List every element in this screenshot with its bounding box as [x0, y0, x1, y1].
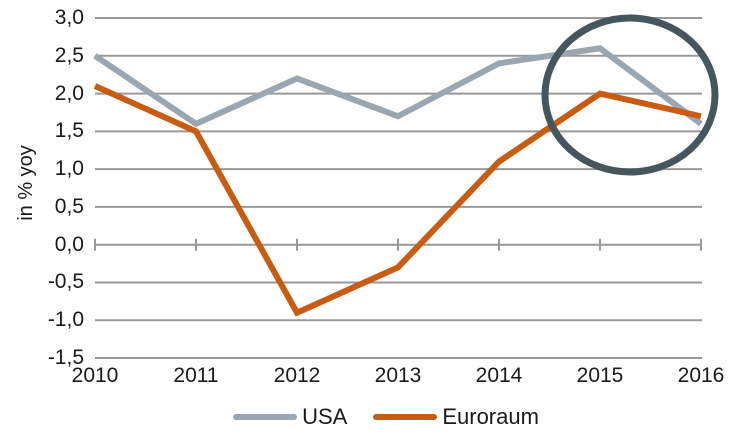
legend-item-euroraum: Euroraum	[373, 404, 539, 430]
x-tick-label: 2011	[173, 364, 219, 387]
legend-swatch	[233, 414, 298, 420]
y-tick-label: -1,5	[47, 346, 84, 370]
x-tick-label: 2013	[374, 364, 422, 387]
x-tick-label: 2010	[71, 364, 119, 387]
y-tick-label: -0,5	[47, 270, 84, 294]
legend-item-usa: USA	[233, 404, 347, 430]
legend-label: USA	[302, 404, 348, 429]
annotation-circle	[541, 14, 719, 176]
y-tick-label: 3,0	[54, 6, 84, 30]
y-tick-label: 2,5	[54, 43, 84, 67]
series-line-usa	[93, 45, 703, 128]
y-tick-label: 0,0	[54, 232, 84, 256]
legend: USA Euroraum	[0, 404, 730, 430]
y-tick-label: 1,0	[54, 157, 84, 181]
y-tick-label: 2,0	[54, 81, 84, 105]
series-line-euroraum	[93, 83, 702, 317]
legend-label: Euroraum	[442, 404, 539, 429]
x-tick-label: 2016	[677, 364, 725, 387]
legend-swatch	[373, 414, 438, 420]
x-tick-label: 2014	[475, 364, 523, 387]
y-tick-label: 0,5	[54, 194, 84, 218]
y-tick-label: 1,5	[54, 119, 84, 143]
y-tick-label: -1,0	[47, 308, 84, 332]
x-tick-label: 2012	[273, 364, 321, 387]
x-tick-label: 2015	[576, 364, 624, 387]
